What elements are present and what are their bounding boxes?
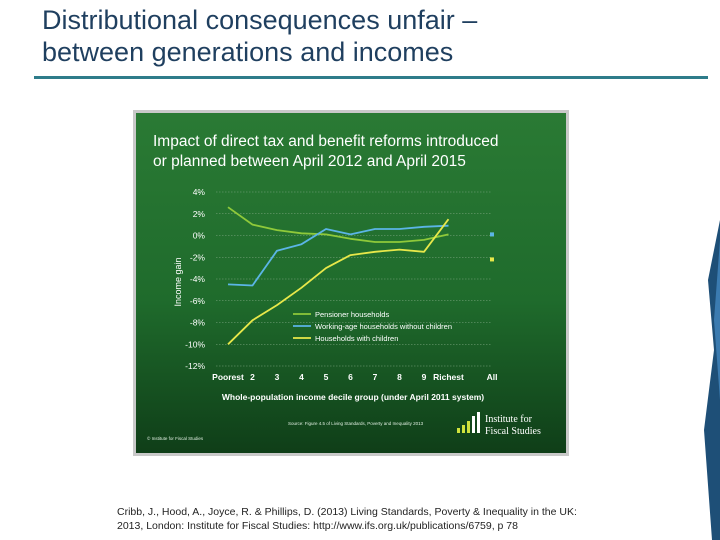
x-tick-label: 6 [348,372,353,382]
x-tick-label: 4 [299,372,304,382]
y-tick-label: 2% [193,209,206,219]
source-note: Source: Figure 4.5 of Living Standards, … [288,421,424,426]
ifs-logo-line-1: Institute for [485,414,533,425]
citation-line-2: 2013, London: Institute for Fiscal Studi… [117,520,518,532]
x-tick-label-all: All [487,372,498,382]
series-line-3 [227,218,450,345]
gridlines [216,191,491,367]
x-tick-label: 3 [275,372,280,382]
series-lines [227,206,494,345]
ifs-logo: Institute for Fiscal Studies [457,412,541,437]
y-tick-label: -6% [190,296,206,306]
ifs-logo-line-2: Fiscal Studies [485,426,541,437]
all-marker-3 [490,257,494,262]
x-tick-label: 2 [250,372,255,382]
citation: Cribb, J., Hood, A., Joyce, R. & Phillip… [117,505,677,533]
chart-title-line-2: or planned between April 2012 and April … [153,153,466,170]
all-marker-2 [490,232,494,237]
y-tick-label: 4% [193,187,206,197]
legend-label: Working-age households without children [315,322,452,331]
slide-title-line-2: between generations and incomes [42,37,454,67]
side-decoration [704,220,720,540]
legend-label: Pensioner households [315,310,389,319]
slide-title: Distributional consequences unfair – bet… [42,4,662,68]
chart-background [136,113,566,453]
y-tick-label: -2% [190,252,206,262]
y-tick-label: -8% [190,318,206,328]
slide-title-line-1: Distributional consequences unfair – [42,5,478,35]
y-tick-label: 0% [193,231,206,241]
y-tick-label: -12% [185,361,205,371]
y-tick-label: -10% [185,339,205,349]
y-tick-label: -4% [190,274,206,284]
legend-label: Households with children [315,334,398,343]
y-axis-label: Income gain [173,257,183,306]
x-tick-label: 5 [324,372,329,382]
x-tick-label: 9 [422,372,427,382]
citation-line-1: Cribb, J., Hood, A., Joyce, R. & Phillip… [117,506,577,518]
series-line-2 [227,224,449,287]
copyright-note: © Institute for Fiscal Studies [147,435,204,441]
series-line-1 [227,206,449,243]
x-tick-label: Richest [433,372,464,382]
x-tick-label: 7 [373,372,378,382]
x-axis-ticks: Poorest 2 3 4 5 6 7 8 9 Richest All [212,372,497,382]
ifs-logo-bars-icon [457,412,480,433]
chart: Impact of direct tax and benefit reforms… [133,110,569,456]
x-tick-label: Poorest [212,372,244,382]
y-axis-ticks: 4% 2% 0% -2% -4% -6% -8% -10% -12% [185,187,205,371]
legend: Pensioner households Working-age househol… [293,310,452,343]
chart-title-line-1: Impact of direct tax and benefit reforms… [153,133,498,150]
x-axis-label: Whole-population income decile group (un… [222,392,484,402]
title-underline [34,76,708,79]
x-tick-label: 8 [397,372,402,382]
